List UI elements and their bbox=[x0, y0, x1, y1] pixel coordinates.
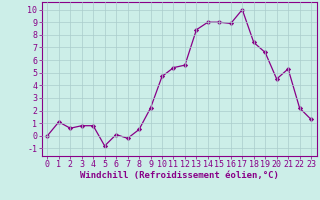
X-axis label: Windchill (Refroidissement éolien,°C): Windchill (Refroidissement éolien,°C) bbox=[80, 171, 279, 180]
